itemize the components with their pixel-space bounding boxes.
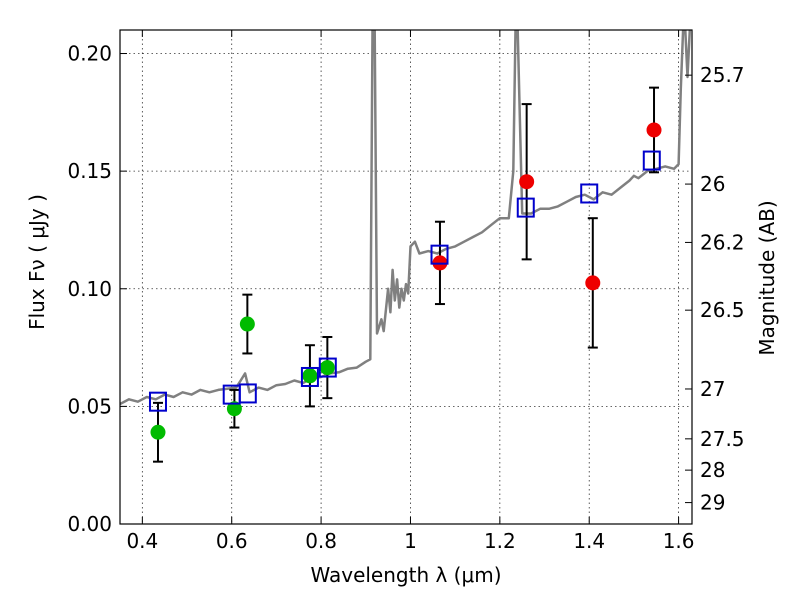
- y-tick-label: 0.15: [67, 159, 112, 183]
- spectrum: [120, 30, 692, 406]
- right-tick-label: 25.7: [700, 63, 745, 87]
- model-point-square: [300, 366, 319, 387]
- right-tick-label: 27.5: [700, 427, 745, 451]
- y-tick-label: 0.20: [67, 42, 112, 66]
- spectrum-line: [120, 30, 692, 406]
- x-tick-label: 1: [404, 529, 417, 553]
- data-point-circle: [226, 401, 242, 417]
- right-tick-label: 26.2: [700, 230, 745, 254]
- model-point-square: [642, 150, 661, 171]
- x-tick-label: 0.8: [305, 529, 337, 553]
- right-tick-label: 27: [700, 377, 725, 401]
- model-point-square: [318, 357, 337, 378]
- y-axis-title: Flux Fν ( μJy ): [25, 194, 49, 330]
- right-tick-label: 28: [700, 458, 725, 482]
- data-point-circle: [239, 316, 255, 332]
- x-tick-label: 0.6: [216, 529, 248, 553]
- model-point-square: [516, 197, 535, 218]
- model-point-square: [148, 391, 167, 412]
- model-point-square: [238, 383, 257, 404]
- data-point-circle: [150, 424, 166, 440]
- data-point-circle: [646, 122, 662, 138]
- y-tick-label: 0.05: [67, 394, 112, 418]
- markers: [148, 122, 662, 440]
- plot-frame: [119, 29, 693, 525]
- data-point-circle: [319, 360, 335, 376]
- x-tick-label: 1.2: [484, 529, 516, 553]
- data-point-circle: [302, 368, 318, 384]
- x-axis-title: Wavelength λ (μm): [310, 563, 501, 587]
- y-tick-label: 0.10: [67, 277, 112, 301]
- model-point-square: [580, 183, 599, 204]
- data-point-circle: [585, 275, 601, 291]
- right-tick-label: 26: [700, 172, 725, 196]
- right-tick-label: 29: [700, 491, 725, 515]
- tick-labels: 0.4 0.6 0.8 1 1.2 1.4 1.6 0.00 0.05 0.10 0.15 0.20 2…: [67, 42, 744, 553]
- x-tick-label: 1.4: [573, 529, 605, 553]
- right-tick-label: 26.5: [700, 298, 745, 322]
- ticks: [120, 30, 692, 525]
- x-tick-label: 0.4: [126, 529, 158, 553]
- model-point-square: [430, 244, 449, 265]
- data-point-circle: [519, 174, 535, 190]
- x-tick-label: 1.6: [663, 529, 695, 553]
- y-tick-label: 0.00: [67, 512, 112, 536]
- grid: [120, 30, 692, 525]
- right-axis-title: Magnitude (AB): [755, 200, 779, 355]
